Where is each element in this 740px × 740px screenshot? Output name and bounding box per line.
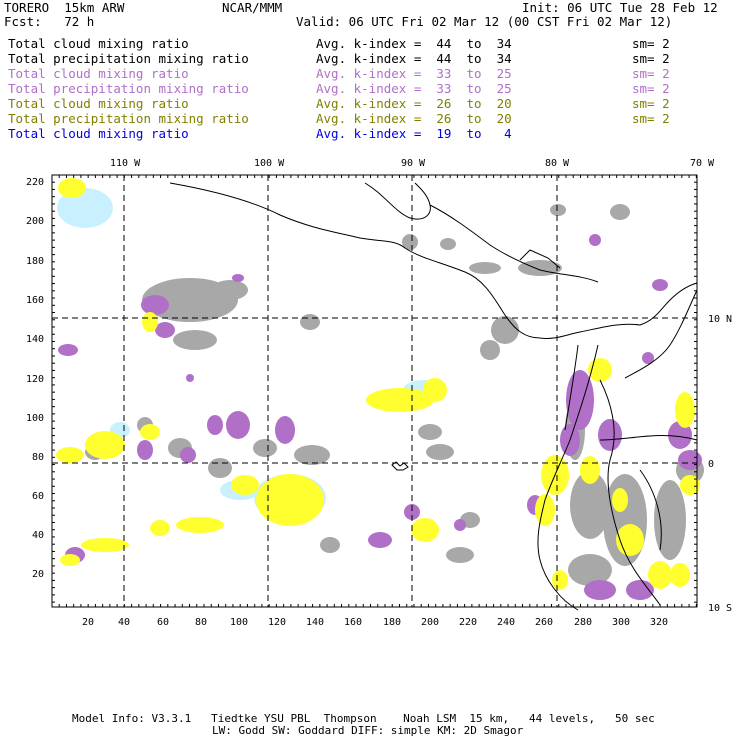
y-label: 20 [32, 569, 44, 580]
valid-time: Valid: 06 UTC Fri 02 Mar 12 (00 CST Fri … [296, 14, 673, 29]
lon-label-110w: 110 W [110, 158, 141, 169]
x-label: 80 [195, 617, 207, 628]
lat-label-0: 0 [708, 459, 714, 470]
lon-label-100w: 100 W [254, 158, 285, 169]
y-label: 200 [26, 216, 44, 227]
lon-label-90w: 90 W [401, 158, 426, 169]
legend-kindex-7: Avg. k-index = 19 to 4 [316, 126, 512, 141]
legend-kindex-5: Avg. k-index = 26 to 20 [316, 96, 512, 111]
x-label: 140 [306, 617, 324, 628]
legend-field-5: Total cloud mixing ratio [8, 96, 189, 111]
x-label: 40 [118, 617, 130, 628]
right-lat-labels: 10 N 0 10 S [708, 314, 732, 614]
x-label: 240 [497, 617, 515, 628]
field-light-blue-clouds [57, 188, 447, 522]
legend-field-2: Total precipitation mixing ratio [8, 51, 249, 66]
x-label: 120 [268, 617, 286, 628]
y-label: 160 [26, 295, 44, 306]
legend-field-7: Total cloud mixing ratio [8, 126, 189, 141]
field-yellow-precip [56, 178, 700, 590]
x-label: 60 [157, 617, 169, 628]
x-label: 300 [612, 617, 630, 628]
x-label: 320 [650, 617, 668, 628]
legend-field-3: Total cloud mixing ratio [8, 66, 189, 81]
model-info-line-1: Model Info: V3.3.1 Tiedtke YSU PBL Thomp… [72, 712, 655, 725]
legend-field-4: Total precipitation mixing ratio [8, 81, 249, 96]
legend-kindex-4: Avg. k-index = 33 to 25 [316, 81, 512, 96]
legend-kindex-1: Avg. k-index = 44 to 34 [316, 36, 512, 51]
top-lon-labels: 110 W 100 W 90 W 80 W 70 W [110, 158, 715, 169]
x-label: 260 [535, 617, 553, 628]
x-label: 160 [344, 617, 362, 628]
x-grid-labels: 20 40 60 80 100 120 140 160 180 200 220 … [82, 617, 668, 628]
plot-frame [51, 174, 698, 608]
legend-sm-6: sm= 2 [632, 111, 670, 126]
y-label: 220 [26, 177, 44, 188]
x-label: 200 [421, 617, 439, 628]
y-label: 80 [32, 452, 44, 463]
x-label: 280 [574, 617, 592, 628]
lon-label-80w: 80 W [545, 158, 570, 169]
y-label: 100 [26, 413, 44, 424]
lat-label-10s: 10 S [708, 603, 732, 614]
y-label: 60 [32, 491, 44, 502]
legend-sm-3: sm= 2 [632, 66, 670, 81]
legend-field-6: Total precipitation mixing ratio [8, 111, 249, 126]
model-name: TORERO 15km ARW [4, 0, 125, 15]
forecast-hour: Fcst: 72 h [4, 14, 95, 29]
lat-label-10n: 10 N [708, 314, 732, 325]
axis-ticks [52, 175, 697, 607]
y-label: 140 [26, 334, 44, 345]
field-gray-clouds [85, 204, 704, 586]
legend-sm-2: sm= 2 [632, 51, 670, 66]
x-label: 220 [459, 617, 477, 628]
model-info-line-2: LW: Godd SW: Goddard DIFF: simple KM: 2D… [212, 724, 524, 737]
x-label: 180 [383, 617, 401, 628]
legend-sm-1: sm= 2 [632, 36, 670, 51]
lon-label-70w: 70 W [690, 158, 715, 169]
legend-kindex-2: Avg. k-index = 44 to 34 [316, 51, 512, 66]
legend-sm-4: sm= 2 [632, 81, 670, 96]
x-label: 100 [230, 617, 248, 628]
coastlines [169, 182, 698, 611]
field-purple-clouds [58, 234, 702, 600]
lat-lon-grid [52, 175, 697, 607]
init-time: Init: 06 UTC Tue 28 Feb 12 [522, 0, 718, 15]
legend-field-1: Total cloud mixing ratio [8, 36, 189, 51]
x-label: 20 [82, 617, 94, 628]
y-grid-labels: 220 200 180 160 140 120 100 80 60 40 20 [26, 177, 44, 580]
y-label: 180 [26, 256, 44, 267]
y-label: 40 [32, 530, 44, 541]
legend-kindex-6: Avg. k-index = 26 to 20 [316, 111, 512, 126]
organization-label: NCAR/MMM [222, 0, 283, 15]
legend-sm-5: sm= 2 [632, 96, 670, 111]
y-label: 120 [26, 374, 44, 385]
legend-kindex-3: Avg. k-index = 33 to 25 [316, 66, 512, 81]
